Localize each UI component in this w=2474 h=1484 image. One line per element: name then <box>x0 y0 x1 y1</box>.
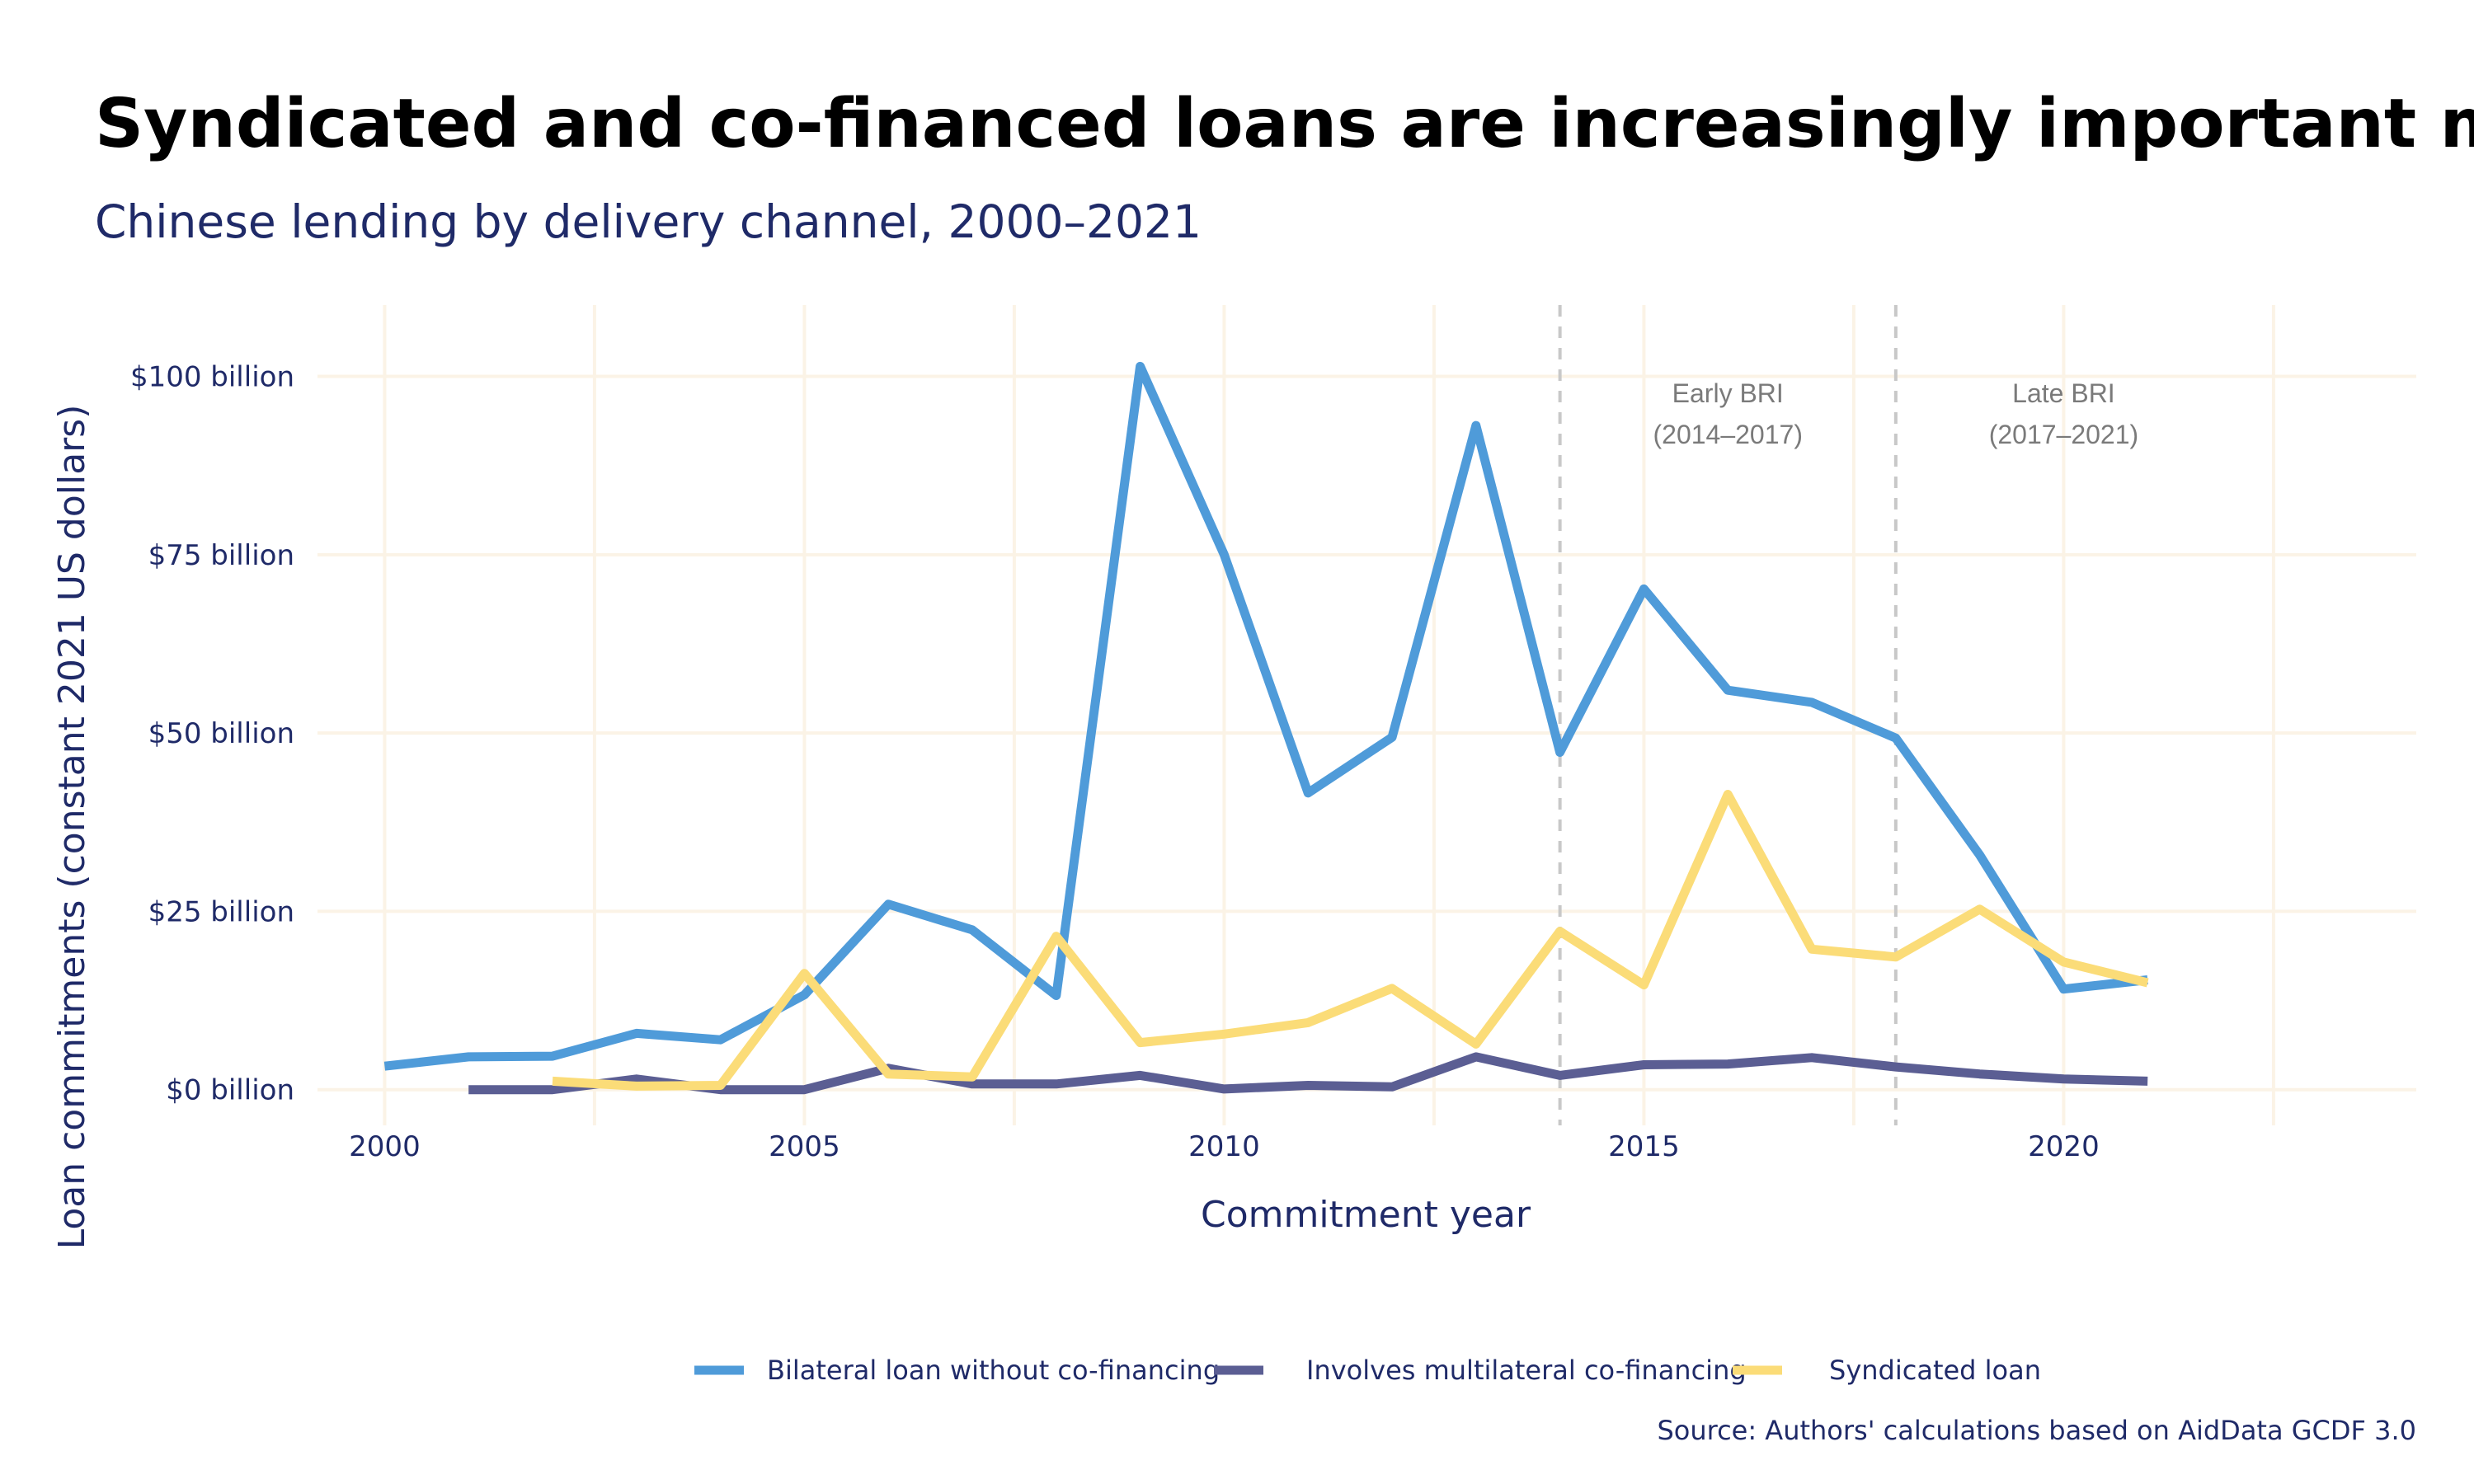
series-line-involves-multilateral-co-financing <box>468 1052 2148 1095</box>
era-annotation-range: (2014–2017) <box>1653 420 1802 449</box>
y-tick-labels: $0 billion $25 billion $50 billion $75 bill… <box>130 361 294 1107</box>
y-axis-title: Loan commitments (constant 2021 US dolla… <box>51 405 93 1250</box>
source-note: Source: Authors' calculations based on A… <box>1657 1415 2416 1446</box>
x-tick-label: 2010 <box>1188 1130 1260 1163</box>
y-tick-label: $75 billion <box>148 539 294 572</box>
x-tick-label: 2005 <box>769 1130 840 1163</box>
series-line-bilateral-loan-without-co-financing <box>383 361 2148 1071</box>
chart-title: Syndicated and co-financed loans are inc… <box>95 85 2474 163</box>
y-tick-label: $0 billion <box>166 1074 294 1107</box>
x-tick-label: 2020 <box>2028 1130 2100 1163</box>
legend-label: Involves multilateral co-financing <box>1306 1355 1747 1386</box>
era-annotation-range: (2017–2021) <box>1989 420 2138 449</box>
chart-subtitle: Chinese lending by delivery channel, 200… <box>95 195 1202 248</box>
legend-label: Syndicated loan <box>1829 1355 2041 1386</box>
era-annotations: Early BRI (2014–2017) Late BRI (2017–2021) <box>1653 378 2138 449</box>
x-axis-title: Commitment year <box>1201 1194 1531 1236</box>
y-tick-label: $100 billion <box>130 361 294 394</box>
legend-label: Bilateral loan without co-financing <box>767 1355 1220 1386</box>
grid <box>317 305 2416 1125</box>
x-tick-label: 2000 <box>349 1130 421 1163</box>
legend: Bilateral loan without co-financing Invol… <box>694 1355 2041 1386</box>
era-annotation-title: Early BRI <box>1672 378 1784 408</box>
series-lines <box>383 361 2149 1095</box>
x-tick-label: 2015 <box>1608 1130 1680 1163</box>
series-line-syndicated-loan <box>552 790 2149 1091</box>
legend-item-involves-multilateral-co-financing: Involves multilateral co-financing <box>1214 1355 1747 1386</box>
legend-item-bilateral-loan-without-co-financing: Bilateral loan without co-financing <box>694 1355 1220 1386</box>
legend-item-syndicated-loan: Syndicated loan <box>1733 1355 2041 1386</box>
era-lines <box>1558 305 1898 1125</box>
y-tick-label: $25 billion <box>148 895 294 928</box>
x-tick-labels: 2000 2005 2010 2015 2020 <box>349 1130 2100 1163</box>
y-tick-label: $50 billion <box>148 717 294 750</box>
era-annotation-title: Late BRI <box>2012 378 2115 408</box>
